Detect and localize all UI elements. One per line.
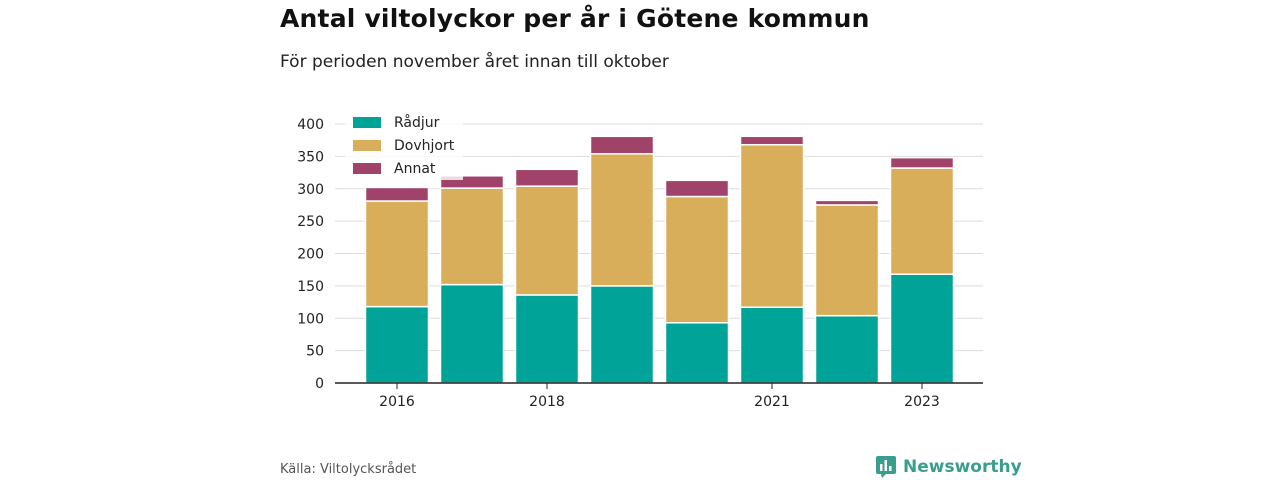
y-tick-label: 350 [297, 149, 324, 165]
bar-segment [439, 283, 505, 384]
bar-segment [664, 195, 730, 324]
x-tick-label: 2016 [379, 394, 415, 410]
bar-segment [814, 204, 880, 317]
legend-label: Annat [394, 161, 436, 177]
bar-segment [364, 186, 430, 202]
bar-segment [364, 305, 430, 384]
y-tick-label: 400 [297, 117, 324, 133]
bar-segment [814, 314, 880, 384]
bar-segment [514, 294, 580, 384]
y-tick-label: 250 [297, 214, 324, 230]
legend-label: Dovhjort [394, 138, 455, 154]
legend: Rådjur Dovhjort Annat [345, 108, 463, 180]
bar-segment [364, 200, 430, 308]
bar-segment [664, 179, 730, 198]
bar-segment [889, 273, 955, 384]
bar-segment [739, 143, 805, 308]
bar-segment [889, 156, 955, 169]
bar-segment [739, 135, 805, 146]
bar-segment [589, 285, 655, 384]
bar-segment [514, 168, 580, 187]
bar-chart-logo-icon [876, 456, 896, 478]
bar-segment [514, 185, 580, 296]
y-tick-label: 100 [297, 311, 324, 327]
bar-segment [589, 135, 655, 155]
chart-title: Antal viltolyckor per år i Götene kommun [280, 4, 870, 33]
source-note: Källa: Viltolycksrådet [280, 462, 417, 477]
brand-name: Newsworthy [903, 457, 1022, 477]
bar-segment [664, 322, 730, 384]
x-tick-label: 2021 [754, 394, 790, 410]
legend-swatch [353, 117, 381, 128]
y-tick-label: 200 [297, 247, 324, 263]
bar-segment [439, 187, 505, 286]
bar-segment [589, 153, 655, 287]
y-tick-label: 300 [297, 182, 324, 198]
y-tick-label: 0 [315, 376, 324, 392]
bar-segment [814, 199, 880, 206]
stacked-bar-chart: 0 50 100 150 200 250 300 350 400 2016 2018 2021 202… [297, 108, 983, 410]
x-tick-label: 2018 [529, 394, 565, 410]
brand-logo[interactable]: Newsworthy [875, 455, 1022, 479]
legend-swatch [353, 163, 381, 174]
x-tick-label: 2023 [904, 394, 940, 410]
chart-subtitle: För perioden november året innan till ok… [280, 52, 669, 72]
legend-swatch [353, 140, 381, 151]
legend-label: Rådjur [394, 114, 440, 131]
y-tick-label: 50 [306, 344, 324, 360]
bar-segment [889, 167, 955, 275]
y-tick-label: 150 [297, 279, 324, 295]
bars [364, 135, 955, 384]
y-axis-ticks: 0 50 100 150 200 250 300 350 400 [297, 117, 324, 392]
x-axis-ticks: 2016 2018 2021 2023 [379, 383, 940, 410]
bar-segment [739, 306, 805, 384]
